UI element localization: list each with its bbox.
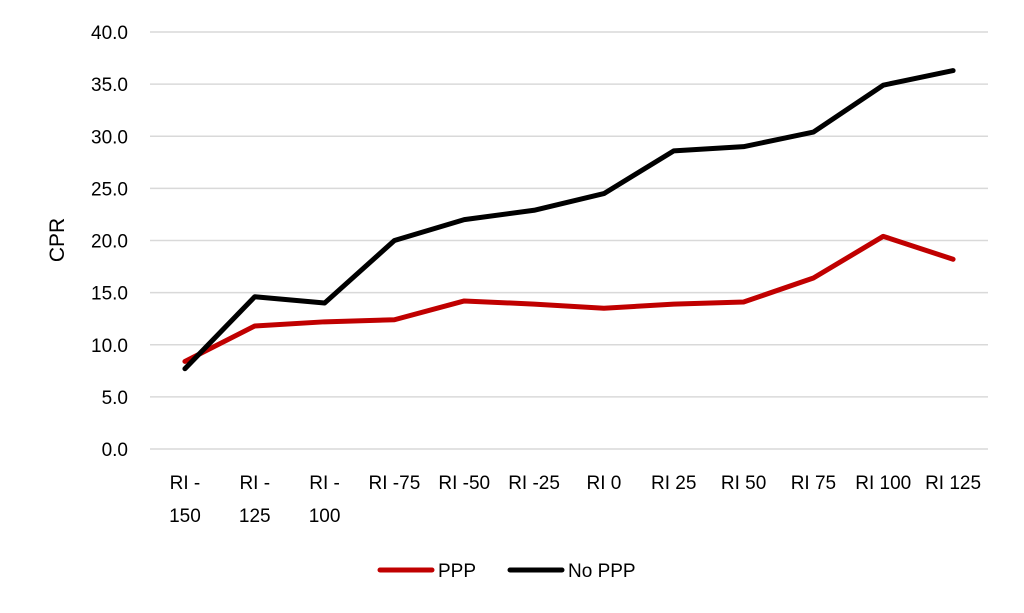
- legend-item: No PPP: [510, 561, 636, 582]
- legend-item: PPP: [380, 561, 476, 582]
- y-tick-label: 10.0: [91, 336, 128, 357]
- y-axis-label: CPR: [46, 218, 69, 262]
- y-tick-label: 5.0: [102, 388, 128, 409]
- x-tick-label: RI 100: [855, 473, 911, 494]
- y-tick-label: 30.0: [91, 127, 128, 148]
- x-tick-label: RI -50: [438, 473, 490, 494]
- x-tick-label: RI -: [239, 473, 270, 494]
- legend-label: PPP: [438, 561, 476, 582]
- y-tick-label: 15.0: [91, 284, 128, 305]
- legend-label: No PPP: [568, 561, 636, 582]
- x-tick-label: RI -: [170, 473, 201, 494]
- x-tick-label: 125: [239, 506, 271, 527]
- x-tick-label: RI -25: [508, 473, 560, 494]
- x-tick-label: RI 0: [586, 473, 621, 494]
- x-tick-label: RI 75: [791, 473, 836, 494]
- y-tick-label: 25.0: [91, 179, 128, 200]
- y-tick-label: 40.0: [91, 23, 128, 44]
- x-tick-label: 100: [309, 506, 341, 527]
- y-tick-label: 0.0: [102, 440, 128, 461]
- y-tick-label: 35.0: [91, 75, 128, 96]
- x-tick-label: RI -75: [369, 473, 421, 494]
- x-tick-label: 150: [169, 506, 201, 527]
- y-tick-label: 20.0: [91, 232, 128, 253]
- x-tick-label: RI 50: [721, 473, 766, 494]
- x-tick-label: RI -: [309, 473, 340, 494]
- x-tick-label: RI 125: [925, 473, 981, 494]
- x-tick-label: RI 25: [651, 473, 696, 494]
